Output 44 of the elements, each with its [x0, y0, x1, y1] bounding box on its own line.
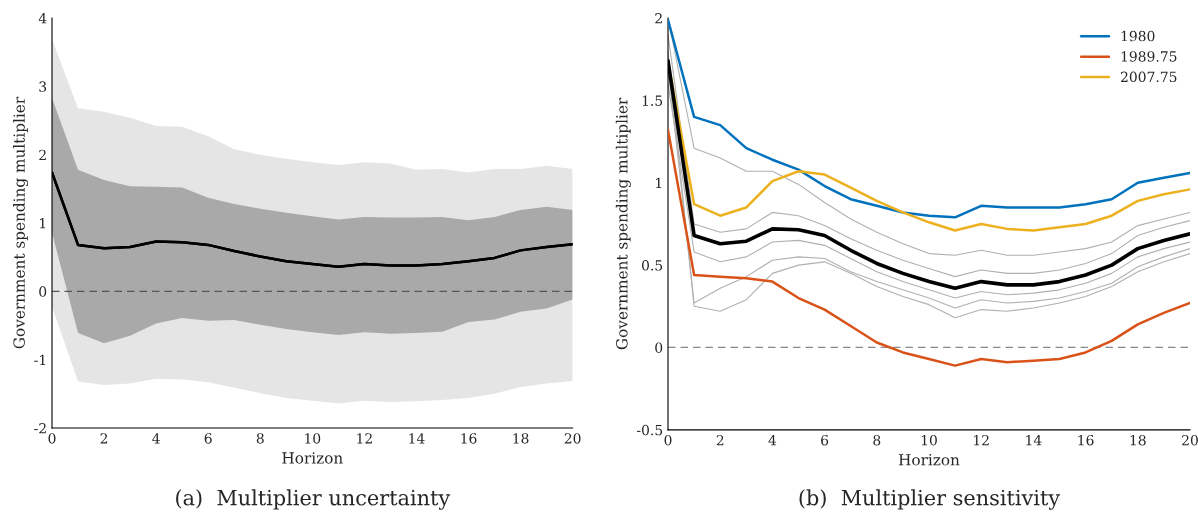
x-tick-label: 16	[1078, 434, 1094, 446]
text: (a) Multiplier uncertainty	[176, 489, 451, 510]
x-tick-label: 20	[1182, 434, 1198, 446]
x-tick-label: 2	[716, 434, 724, 446]
legend-label: 2007.75	[1120, 71, 1177, 83]
legend-label: 1989.75	[1121, 51, 1177, 62]
y-tick-label: 0	[39, 286, 47, 297]
x-tick-label: 12	[974, 434, 989, 446]
x-tick-label: 0	[664, 434, 672, 446]
x-tick-label: 6	[821, 434, 829, 446]
y-tick-label: 2	[39, 149, 46, 160]
y-tick-label: -2	[34, 422, 46, 434]
x-axis-title: Horizon	[282, 452, 343, 464]
text: (b) Multiplier sensitivity	[799, 489, 1061, 510]
y-axis-title: Government spending multiplier	[615, 97, 631, 350]
x-tick-label: 10	[305, 433, 321, 444]
y-tick-label: -1	[34, 354, 46, 365]
y-tick-label: 0.5	[641, 260, 663, 271]
x-tick-label: 16	[461, 433, 477, 444]
x-tick-label: 4	[768, 434, 777, 446]
x-tick-label: 14	[409, 433, 425, 444]
y-tick-label: 1	[39, 218, 46, 229]
x-tick-label: 8	[256, 433, 264, 444]
x-tick-label: 8	[873, 434, 881, 446]
x-tick-label: 18	[1130, 434, 1146, 446]
y-tick-label: 0	[655, 342, 663, 353]
x-tick-label: 0	[48, 433, 56, 444]
y-tick-label: 2	[655, 13, 662, 24]
x-tick-label: 6	[204, 433, 212, 444]
x-axis-title: Horizon	[898, 454, 960, 466]
x-tick-label: 14	[1026, 434, 1042, 446]
y-tick-label: -0.5	[636, 424, 663, 436]
y-tick-label: 3	[39, 81, 47, 92]
y-tick-label: 1	[656, 177, 662, 189]
x-tick-label: 20	[564, 433, 581, 444]
x-tick-label: 2	[100, 433, 108, 444]
legend-label: 1980	[1121, 30, 1155, 42]
x-tick-label: 12	[357, 433, 372, 444]
y-axis-title: Government spending multiplier	[13, 96, 29, 349]
y-tick-label: 1.5	[642, 95, 663, 106]
y-tick-label: 4	[38, 13, 47, 24]
x-tick-label: 10	[921, 434, 937, 446]
x-tick-label: 4	[152, 433, 160, 444]
x-tick-label: 18	[513, 433, 529, 444]
